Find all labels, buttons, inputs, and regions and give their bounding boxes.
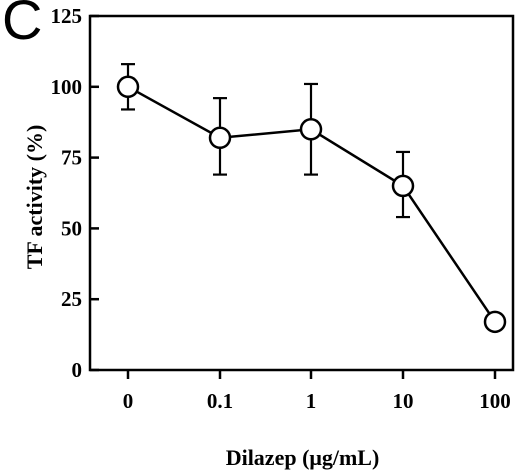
data-point xyxy=(208,126,232,150)
panel-label: C xyxy=(2,0,43,51)
series-layer xyxy=(116,63,507,334)
y-tick-label: 75 xyxy=(61,146,82,170)
data-point xyxy=(391,174,415,198)
y-axis-title: TF activity (%) xyxy=(22,125,47,270)
x-tick-label: 10 xyxy=(393,389,414,413)
x-axis-ticks: 0 0.1 1 10 100 xyxy=(123,370,511,413)
x-tick-label: 0.1 xyxy=(207,389,233,413)
y-axis-ticks: 0 25 50 75 100 125 xyxy=(51,4,99,382)
x-tick-label: 1 xyxy=(306,389,317,413)
x-tick-label: 0 xyxy=(123,389,134,413)
plot-frame xyxy=(88,14,515,372)
data-point xyxy=(299,118,323,141)
data-point xyxy=(116,75,140,99)
y-tick-label: 125 xyxy=(51,4,83,28)
y-tick-label: 25 xyxy=(61,287,82,311)
y-tick-label: 50 xyxy=(61,216,82,240)
y-tick-label: 0 xyxy=(72,358,83,382)
x-axis-title: Dilazep (μg/mL) xyxy=(226,445,380,470)
data-point xyxy=(483,310,507,334)
axes xyxy=(88,14,515,372)
y-tick-label: 100 xyxy=(51,75,83,99)
x-tick-label: 100 xyxy=(479,389,511,413)
